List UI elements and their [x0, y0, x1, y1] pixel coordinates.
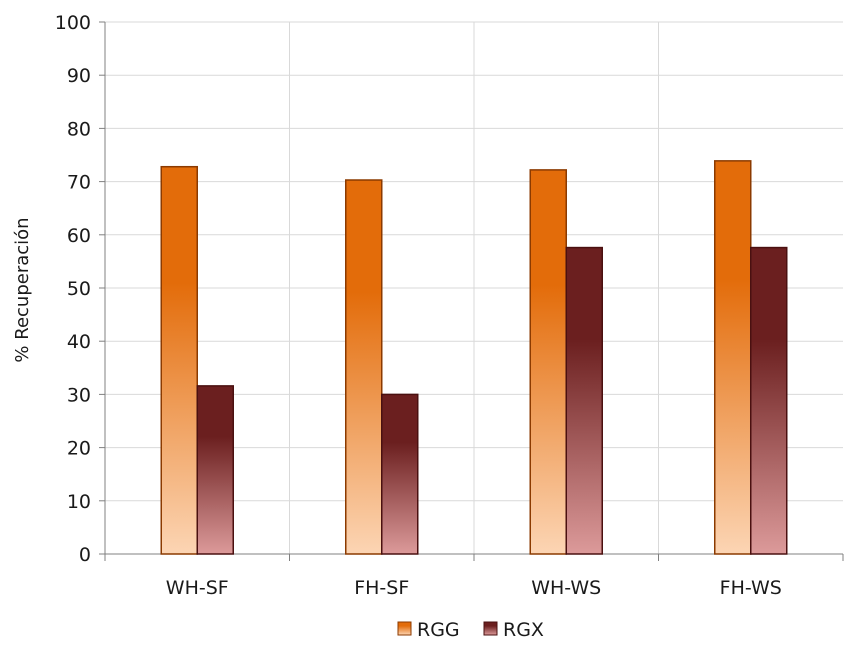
y-tick-label: 30 — [67, 384, 91, 406]
bar-rgx — [381, 393, 419, 555]
legend-label: RGX — [503, 619, 544, 641]
y-tick-label: 90 — [67, 65, 91, 87]
bar-rgg — [345, 179, 383, 555]
tick-labels: 0 10 20 30 40 50 60 70 80 90 100 WH-SF FH-SF WH-WS FH-… — [55, 12, 782, 599]
y-tick-label: 100 — [55, 12, 91, 34]
bar-rgg — [714, 160, 752, 555]
bar-rgg — [160, 165, 198, 555]
x-category-label: WH-WS — [531, 577, 601, 599]
y-tick-label: 70 — [67, 172, 91, 194]
x-category-label: FH-SF — [354, 577, 409, 599]
legend-swatch — [397, 621, 412, 636]
y-tick-label: 80 — [67, 118, 91, 140]
y-tick-label: 40 — [67, 331, 91, 353]
legend-label: RGG — [417, 619, 460, 641]
bar-rgx — [565, 246, 603, 555]
bar-rgx — [196, 385, 234, 555]
y-tick-label: 60 — [67, 225, 91, 247]
y-tick-label: 50 — [67, 278, 91, 300]
y-tick-label: 20 — [67, 438, 91, 460]
y-tick-label: 10 — [67, 491, 91, 513]
y-tick-label: 0 — [79, 544, 91, 566]
y-axis-title: % Recuperación — [12, 217, 33, 362]
bars — [160, 160, 788, 555]
bar-rgg — [529, 169, 567, 555]
legend: RGG RGX — [397, 619, 544, 641]
legend-swatch — [483, 621, 498, 636]
x-category-label: FH-WS — [720, 577, 782, 599]
bar-rgx — [750, 246, 788, 555]
x-category-label: WH-SF — [166, 577, 229, 599]
